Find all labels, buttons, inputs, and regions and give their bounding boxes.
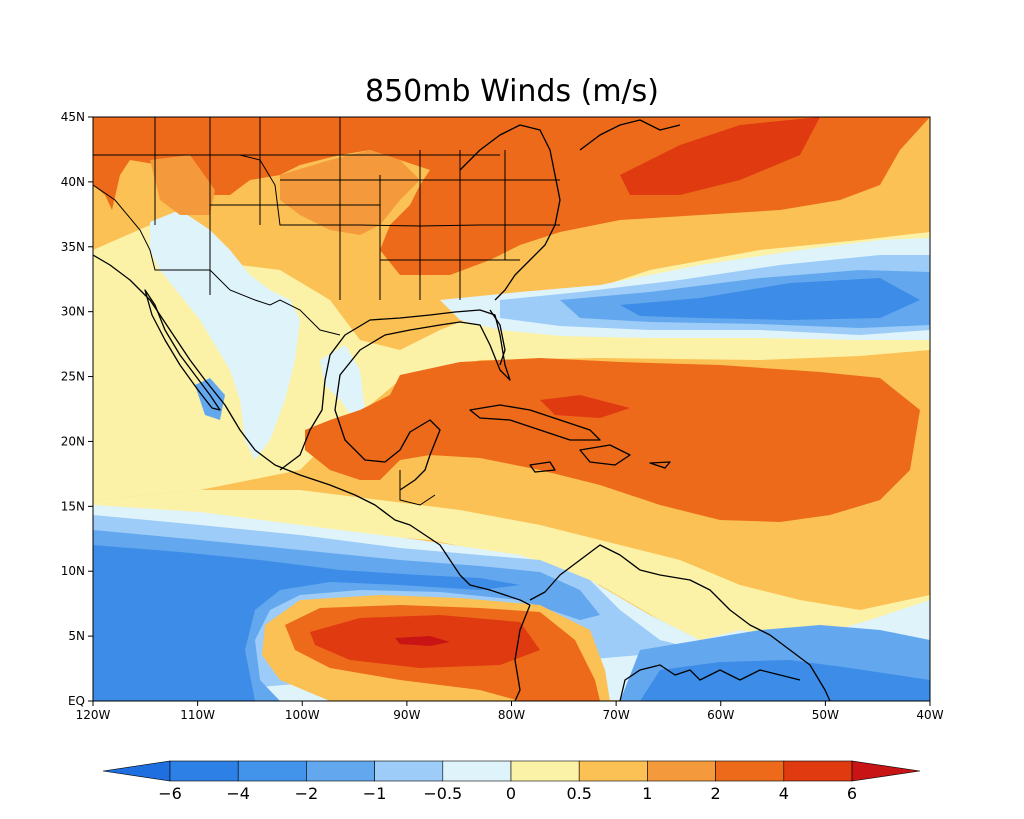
colorbar-arrow-high: [851, 760, 921, 782]
y-tick-label: 5N: [68, 629, 85, 643]
y-tick-label: EQ: [68, 694, 85, 708]
y-tick-label: 10N: [61, 564, 85, 578]
x-tick-label: 90W: [393, 708, 420, 722]
field-pos-mid-northeast: [280, 150, 420, 235]
colorbar-level-label: 6: [847, 784, 857, 803]
x-tick-label: 50W: [812, 708, 839, 722]
map-title: 850mb Winds (m/s): [365, 74, 659, 109]
y-tick-label: 40N: [61, 175, 85, 189]
field-neg-strong-amazon: [640, 660, 930, 701]
colorbar-level-label: −1: [363, 784, 387, 803]
colorbar-box: [715, 760, 785, 782]
colorbar-box: [237, 760, 307, 782]
field-neg-strong-atlantic: [620, 278, 920, 320]
x-tick-label: 120W: [76, 708, 111, 722]
field-pos-max-northatlantic: [620, 117, 820, 195]
colorbar-box: [374, 760, 444, 782]
colorbar-level-label: 2: [711, 784, 721, 803]
y-tick-label: 35N: [61, 240, 85, 254]
colorbar-box: [442, 760, 512, 782]
x-axis-ticks: 120W 110W 100W 90W 80W 70W 60W 50W 40W: [76, 701, 944, 722]
field-pos-mid-west: [150, 155, 215, 215]
field-pos-extreme-pac-core: [395, 636, 450, 646]
coastlines: [93, 117, 831, 701]
x-tick-label: 80W: [498, 708, 525, 722]
colorbar-box: [510, 760, 580, 782]
y-tick-label: 15N: [61, 499, 85, 513]
colorbar-level-label: −0.5: [423, 784, 462, 803]
y-axis-ticks: EQ 5N 10N 15N 20N 25N 30N 35N 40N 45N: [61, 110, 93, 708]
x-tick-label: 60W: [707, 708, 734, 722]
field-near-zero-gulf: [320, 345, 365, 420]
colorbar-box: [169, 760, 239, 782]
y-tick-label: 25N: [61, 370, 85, 384]
y-tick-label: 30N: [61, 305, 85, 319]
x-tick-label: 40W: [916, 708, 943, 722]
colorbar-box: [306, 760, 375, 782]
field-near-zero-mexico: [150, 210, 300, 460]
colorbar-arrow-low: [102, 760, 171, 782]
map-field: [93, 117, 930, 701]
colorbar-level-label: −6: [158, 784, 182, 803]
colorbar-level-label: −2: [295, 784, 319, 803]
field-neg-strong-pacific: [93, 545, 520, 701]
field-pos-max-caribbean: [540, 395, 630, 418]
x-tick-label: 110W: [180, 708, 215, 722]
colorbar-box: [578, 760, 648, 782]
colorbar-level-label: −4: [226, 784, 250, 803]
y-tick-label: 45N: [61, 110, 85, 124]
colorbar-box: [647, 760, 716, 782]
x-tick-label: 70W: [603, 708, 630, 722]
colorbar-level-label: 0.5: [566, 784, 591, 803]
field-pos-strong-caribbean: [305, 358, 920, 522]
y-tick-label: 20N: [61, 434, 85, 448]
x-tick-label: 100W: [285, 708, 320, 722]
colorbar-box: [783, 760, 853, 782]
colorbar: −6 −4 −2 −1 −0.5 0 0.5 1 2 4 6: [102, 760, 921, 803]
colorbar-level-label: 1: [642, 784, 652, 803]
colorbar-level-label: 0: [506, 784, 516, 803]
colorbar-level-label: 4: [779, 784, 789, 803]
